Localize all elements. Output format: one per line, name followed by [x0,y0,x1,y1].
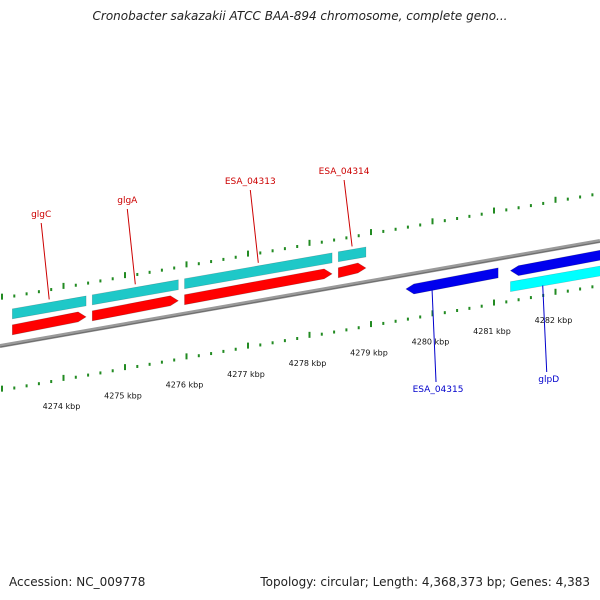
feature-label-ESA_04313: ESA_04313 [225,177,276,187]
feature-track [12,246,600,336]
label-leader [126,208,136,285]
label-leader [40,222,50,300]
forward-gene-bar [184,252,333,290]
reverse-cds-arrow [509,249,600,276]
forward-cds-arrow [337,262,367,279]
outer-tick-track [1,193,594,300]
label-leader [431,288,437,383]
scale-label: 4275 kbp [104,391,142,400]
inner-tick-track [1,285,594,392]
feature-label-ESA_04314: ESA_04314 [319,167,370,177]
scale-label: 4281 kbp [473,327,511,336]
topology-info-text: Topology: circular; Length: 4,368,373 bp… [260,575,590,589]
reverse-cds-arrow [405,267,499,295]
map-title: Cronobacter sakazakii ATCC BAA-894 chrom… [92,9,508,23]
label-leader [249,189,259,263]
accession-text: Accession: NC_009778 [9,575,146,589]
scale-label: 4278 kbp [289,359,327,368]
label-leader [542,285,548,373]
label-leader [343,179,353,247]
feature-label-glgA: glgA [117,196,138,206]
scale-labels: 4274 kbp 4275 kbp 4276 kbp 4277 kbp 4278 kbp… [43,316,573,411]
scale-label: 4282 kbp [535,316,573,325]
backbone [0,239,600,348]
scale-label: 4274 kbp [43,402,81,411]
forward-cds-arrow [12,311,87,336]
scale-label: 4276 kbp [166,381,204,390]
forward-gene-bar [91,279,179,306]
scale-label: 4280 kbp [412,338,450,347]
feature-label-glpD: glpD [538,375,559,385]
forward-cds-arrow [91,295,179,322]
feature-label-glgC: glgC [31,210,51,220]
forward-gene-bar [12,295,87,320]
feature-label-ESA_04315: ESA_04315 [413,385,464,395]
reverse-gene-bar [510,265,600,293]
backbone-shadow [0,241,600,348]
scale-label: 4279 kbp [350,348,388,357]
backbone-line [0,239,600,348]
forward-cds-arrow [184,268,333,306]
feature-labels: glgC glgA ESA_04313 ESA_04314 ESA_04315 glpD [31,167,559,395]
scale-label: 4277 kbp [227,370,265,379]
forward-gene-bar [337,246,367,263]
